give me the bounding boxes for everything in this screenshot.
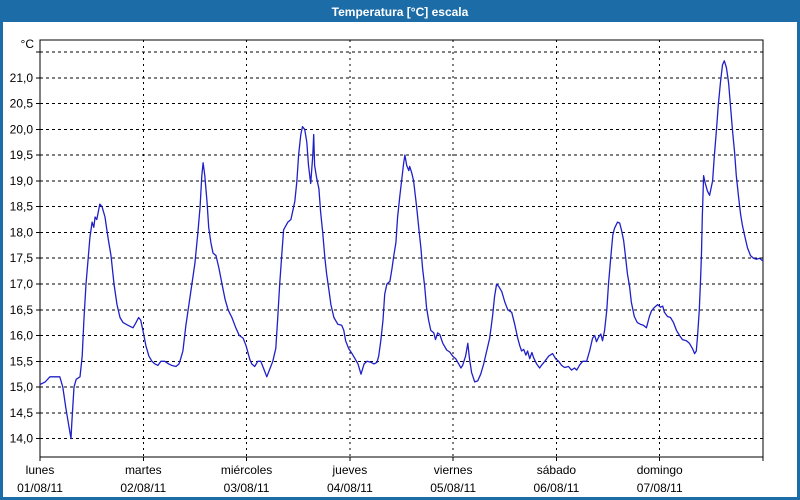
x-day-date-label: 01/08/11 [17, 481, 63, 495]
x-day-date-label: 05/08/11 [430, 481, 476, 495]
y-tick-label: 14,5 [10, 406, 34, 420]
x-day-name-label: jueves [332, 463, 368, 477]
x-day-date-label: 07/08/11 [637, 481, 683, 495]
x-day-name-label: sábado [537, 463, 577, 477]
y-tick-label: 15,0 [10, 380, 34, 394]
temperature-series-line [39, 60, 764, 440]
y-tick-label: 19,0 [10, 174, 34, 188]
plot-frame [39, 39, 764, 458]
temperature-line-chart: 21,0 20,5 20,0 19,5 19,0 18,5 18,0 17,5 17,0 16,5… [10, 37, 764, 495]
x-day-date-label: 04/08/11 [327, 481, 373, 495]
y-tick-label: 18,0 [10, 225, 34, 239]
y-tick-label: 21,0 [10, 71, 34, 85]
y-tick-label: 15,5 [10, 354, 34, 368]
window-title: Temperatura [°C] escala [3, 3, 797, 22]
y-tick-label: 17,5 [10, 251, 34, 265]
x-day-name-label: martes [125, 463, 162, 477]
chart-area: 21,0 20,5 20,0 19,5 19,0 18,5 18,0 17,5 17,0 16,5… [3, 22, 797, 497]
x-day-date-label: 02/08/11 [120, 481, 166, 495]
y-axis-unit-label: °C [21, 37, 35, 51]
y-tick-label: 16,5 [10, 303, 34, 317]
x-day-name-label: lunes [26, 463, 55, 477]
x-day-date-label: 06/08/11 [534, 481, 580, 495]
x-day-date-label: 03/08/11 [224, 481, 270, 495]
x-day-name-label: miércoles [221, 463, 272, 477]
y-tick-label: 14,0 [10, 432, 34, 446]
y-tick-label: 18,5 [10, 200, 34, 214]
y-tick-label: 17,0 [10, 277, 34, 291]
y-tick-label: 20,5 [10, 97, 34, 111]
y-tick-label: 19,5 [10, 148, 34, 162]
x-day-name-label: domingo [637, 463, 683, 477]
y-tick-label: 20,0 [10, 122, 34, 136]
x-day-name-label: viernes [434, 463, 473, 477]
y-tick-label: 16,0 [10, 329, 34, 343]
